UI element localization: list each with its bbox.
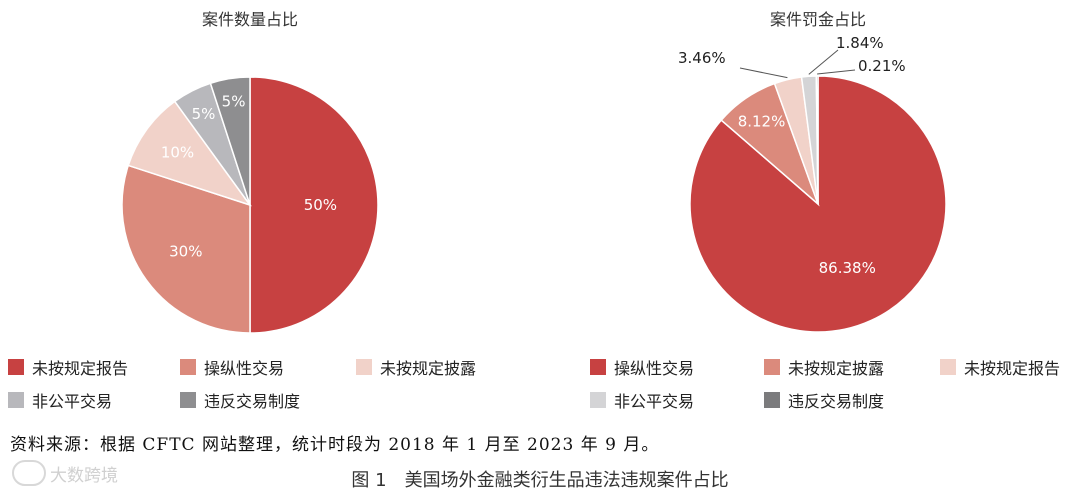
legend1-swatch-4: [764, 392, 780, 408]
pie1-data-label-4: 0.21%: [858, 57, 906, 75]
legend0-label-2: 未按规定披露: [380, 359, 477, 378]
watermark-logo-icon: [12, 460, 46, 486]
chart-title-fine-amount: 案件罚金占比: [769, 10, 866, 29]
legend1-label-3: 非公平交易: [614, 392, 695, 411]
legend0-item-1: 操纵性交易: [180, 355, 284, 379]
legend1-label-2: 未按规定报告: [964, 359, 1061, 378]
pie0-data-label-1: 30%: [169, 243, 202, 261]
pie0-slice-1: [121, 164, 251, 334]
legend0-item-2: 未按规定披露: [356, 355, 476, 379]
pie1-leader-line-3: [808, 49, 839, 75]
legend1-swatch-2: [940, 359, 956, 375]
pie0-slice-4: [209, 76, 251, 206]
watermark: 大数跨境: [12, 460, 118, 486]
legend1-item-2: 未按规定报告: [940, 355, 1060, 379]
watermark-text: 大数跨境: [50, 465, 118, 486]
pie0-slice-0: [249, 76, 379, 334]
legend1-item-1: 未按规定披露: [764, 355, 884, 379]
legend1-label-1: 未按规定披露: [788, 359, 885, 378]
pie1-data-label-2: 3.46%: [678, 49, 726, 67]
figure-caption: 图 1 美国场外金融类衍生品违法违规案件占比: [351, 470, 729, 491]
legend0-swatch-0: [8, 359, 24, 375]
legend0-label-3: 非公平交易: [32, 392, 113, 411]
legend0-item-3: 非公平交易: [8, 388, 112, 412]
legend1-item-4: 违反交易制度: [764, 388, 884, 412]
legend0-item-0: 未按规定报告: [8, 355, 128, 379]
pie1-leader-line-4: [817, 69, 856, 75]
pie1-data-label-3: 1.84%: [836, 34, 884, 52]
legend1-label-4: 违反交易制度: [788, 392, 885, 411]
legend0-swatch-4: [180, 392, 196, 408]
legend0-swatch-2: [356, 359, 372, 375]
pie1-data-label-0: 86.38%: [819, 259, 876, 277]
pie1-leader-line-2: [739, 67, 788, 79]
legend1-label-0: 操纵性交易: [614, 359, 695, 378]
pie1-data-label-1: 8.12%: [738, 113, 786, 131]
legend0-label-1: 操纵性交易: [204, 359, 285, 378]
legend1-item-0: 操纵性交易: [590, 355, 694, 379]
legend0-swatch-3: [8, 392, 24, 408]
pie0-data-label-2: 10%: [161, 143, 194, 161]
legend1-swatch-1: [764, 359, 780, 375]
legend0-label-4: 违反交易制度: [204, 392, 301, 411]
pie1-slice-4: [815, 75, 819, 205]
chart-title-case-count: 案件数量占比: [201, 10, 298, 29]
pie0-data-label-4: 5%: [222, 92, 246, 110]
pie-charts-canvas: 50% 30% 10% 5% 5% 86.38% 8.12% 3.46% 1.84% 0.21%: [121, 34, 947, 334]
legend0-label-0: 未按规定报告: [32, 359, 129, 378]
legend0-swatch-1: [180, 359, 196, 375]
pie0-data-label-3: 5%: [192, 105, 216, 123]
pie0-slice-2: [127, 100, 252, 207]
legend0-item-4: 违反交易制度: [180, 388, 300, 412]
legend1-swatch-0: [590, 359, 606, 375]
source-note: 资料来源：根据 CFTC 网站整理，统计时段为 2018 年 1 月至 2023…: [10, 435, 660, 455]
pie0-data-label-0: 50%: [304, 196, 337, 214]
legend1-item-3: 非公平交易: [590, 388, 694, 412]
legend1-swatch-3: [590, 392, 606, 408]
